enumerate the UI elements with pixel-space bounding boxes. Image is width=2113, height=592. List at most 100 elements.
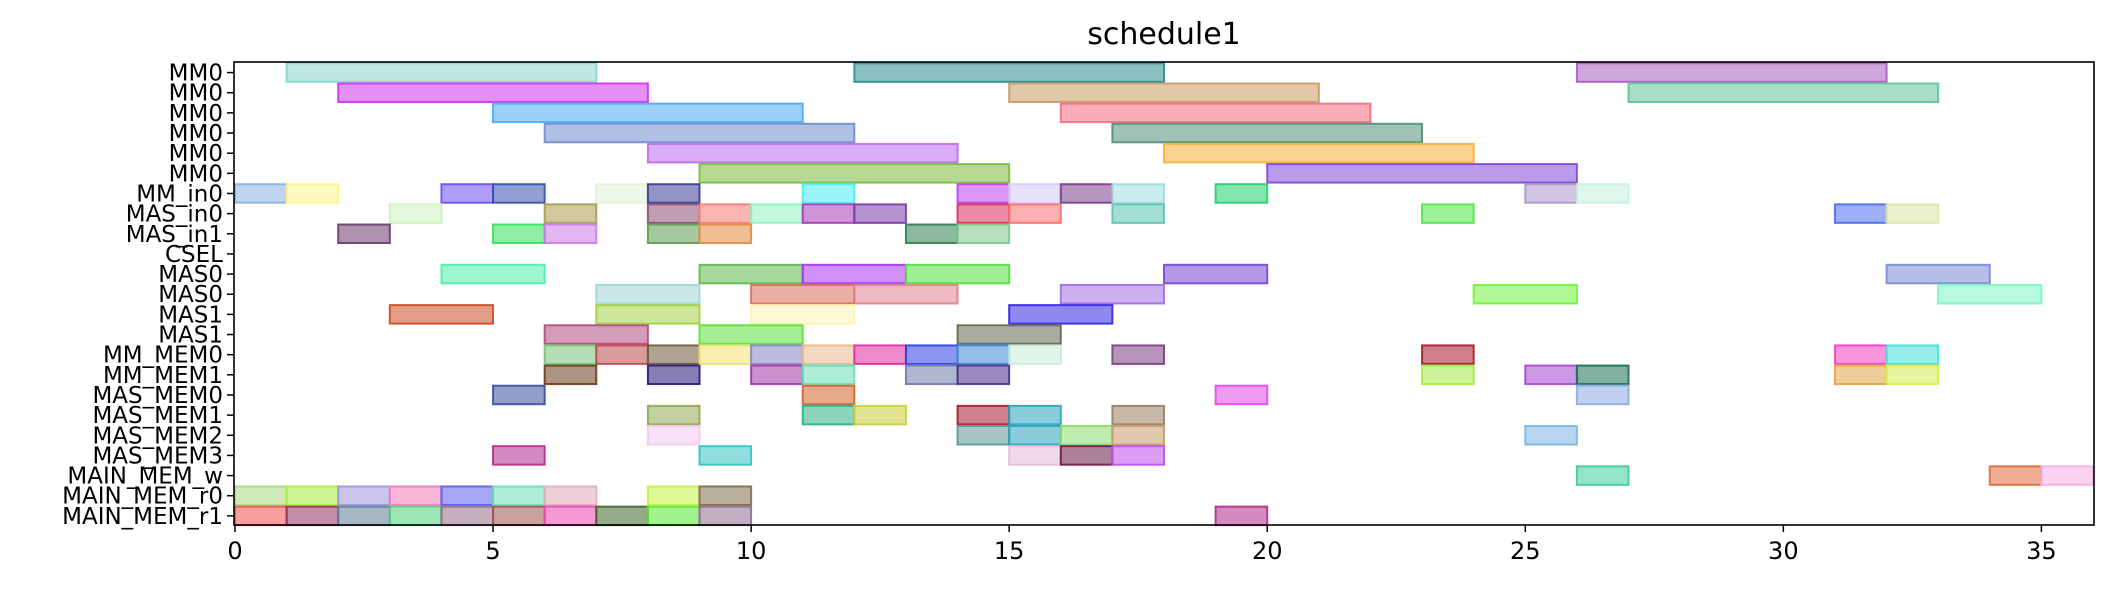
task-bar-mas0-48 — [440, 263, 546, 285]
task-bar-mm-mem0-78 — [1421, 344, 1475, 365]
task-bar-mm-in0-16 — [440, 183, 495, 204]
task-bar-main-mem-r1-134 — [698, 505, 753, 527]
task-bar-main-mem-r1-131 — [543, 505, 598, 527]
task-bar-mm-mem0-75 — [956, 344, 1011, 365]
task-bar-mas-in0-32 — [750, 203, 804, 224]
task-bar-mm-mem1-81 — [543, 364, 598, 386]
task-bar-mm-in0-15 — [285, 183, 340, 204]
task-bar-mas0-59 — [1937, 283, 2043, 305]
task-bar-mm0-10 — [646, 142, 959, 164]
task-bar-mm-in0-19 — [646, 183, 701, 204]
task-bar-mm0-11 — [1163, 142, 1475, 164]
task-bar-mas-in0-40 — [1885, 203, 1940, 224]
task-bar-mas-mem2-103 — [956, 425, 1011, 446]
task-bar-main-mem-r0-117 — [285, 485, 340, 506]
y-tick-label: MAS_MEM0 — [92, 383, 223, 409]
task-bar-mm-in0-21 — [956, 183, 1011, 204]
task-bar-mm0-4 — [1008, 82, 1320, 103]
task-bar-mas0-57 — [1059, 283, 1166, 305]
task-bar-mas1-61 — [595, 304, 701, 325]
task-bar-mm-in0-23 — [1059, 183, 1114, 204]
task-bar-main-mem-r1-127 — [337, 505, 391, 527]
task-bar-mm-mem1-88 — [1524, 364, 1578, 386]
task-bar-mm-mem0-69 — [646, 344, 701, 365]
task-bar-main-mem-r0-120 — [440, 485, 495, 506]
task-bar-mas-mem3-112 — [1111, 445, 1166, 466]
x-tick-label: 35 — [2026, 537, 2057, 565]
task-bar-mm0-9 — [1111, 122, 1424, 144]
y-tick-label: MAIN_MEM_r1 — [62, 504, 223, 530]
y-tick-label: MM0 — [169, 121, 223, 147]
task-bar-mas-mem2-104 — [1008, 425, 1062, 446]
task-bar-main-mem-w-113 — [1575, 465, 1630, 486]
task-bar-mas0-51 — [904, 263, 1011, 285]
task-bar-mm-mem0-71 — [750, 344, 804, 365]
y-axis: MM0MM0MM0MM0MM0MM0MM_in0MAS_in0MAS_in1CS… — [62, 61, 234, 530]
task-bar-mas-in0-38 — [1421, 203, 1475, 224]
task-bar-mm-mem0-74 — [904, 344, 959, 365]
task-bar-mm-mem1-84 — [801, 364, 856, 386]
task-bar-mm0-5 — [1627, 82, 1940, 103]
task-bar-mm0-0 — [285, 62, 598, 83]
y-tick-label: MAIN_MEM_r0 — [62, 484, 223, 510]
task-bar-mm-mem0-70 — [698, 344, 753, 365]
y-tick-label: MM0 — [169, 161, 223, 187]
task-bar-mm0-3 — [337, 82, 649, 103]
task-bar-mm-in0-14 — [234, 183, 288, 204]
task-bar-mas-in0-31 — [698, 203, 753, 224]
bars-layer — [234, 62, 2095, 527]
task-bar-main-mem-r0-116 — [234, 485, 288, 506]
task-bar-mas-mem3-111 — [1059, 445, 1114, 466]
task-bar-mm-mem0-73 — [853, 344, 907, 365]
task-bar-mas-in1-44 — [646, 223, 701, 245]
task-bar-mas1-62 — [750, 304, 856, 325]
y-tick-label: MAS0 — [158, 262, 223, 288]
y-tick-label: MM0 — [169, 61, 223, 87]
x-tick-label: 20 — [1252, 537, 1283, 565]
task-bar-mm-mem1-89 — [1575, 364, 1630, 386]
task-bar-mm-mem0-72 — [801, 344, 856, 365]
task-bar-mm-in0-17 — [492, 183, 546, 204]
chart-title: schedule1 — [1087, 17, 1241, 52]
task-bar-mas-in0-35 — [956, 203, 1011, 224]
task-bar-main-mem-r1-135 — [1214, 505, 1269, 527]
task-bar-mm0-8 — [543, 122, 856, 144]
task-bar-mas-in1-42 — [492, 223, 546, 245]
task-bar-mas-mem1-97 — [801, 404, 856, 426]
task-bar-main-mem-w-115 — [2040, 465, 2095, 486]
y-tick-label: MM_in0 — [136, 181, 223, 207]
task-bar-mm-in0-18 — [595, 183, 649, 204]
task-bar-mas1-63 — [1008, 304, 1114, 325]
task-bar-mas-mem2-105 — [1059, 425, 1114, 446]
task-bar-main-mem-r1-133 — [646, 505, 701, 527]
task-bar-mm-mem0-76 — [1008, 344, 1062, 365]
task-bar-mm-mem1-82 — [646, 364, 701, 386]
task-bar-mm-mem1-91 — [1885, 364, 1940, 386]
task-bar-mas-mem0-94 — [1214, 384, 1269, 406]
task-bar-main-mem-r1-128 — [388, 505, 443, 527]
y-tick-label: MM_MEM1 — [103, 363, 223, 389]
task-bar-mm0-2 — [1575, 62, 1888, 83]
task-bar-mas0-54 — [595, 283, 701, 305]
x-tick-label: 25 — [1510, 537, 1541, 565]
task-bar-mas0-56 — [853, 283, 959, 305]
task-bar-mas0-50 — [801, 263, 907, 285]
task-bar-mas-in0-39 — [1833, 203, 1888, 224]
task-bar-main-mem-r0-118 — [337, 485, 391, 506]
task-bar-main-mem-r0-119 — [388, 485, 443, 506]
task-bar-mm-mem0-67 — [543, 344, 598, 365]
task-bar-mm-in0-20 — [801, 183, 856, 204]
task-bar-mas-in0-28 — [388, 203, 443, 224]
task-bar-main-mem-r1-125 — [234, 505, 288, 527]
y-tick-label: MAS1 — [158, 323, 223, 349]
task-bar-mm-mem1-90 — [1833, 364, 1888, 386]
task-bar-mas-mem0-93 — [801, 384, 856, 406]
y-tick-label: MAS0 — [158, 282, 223, 308]
task-bar-mas-in0-30 — [646, 203, 701, 224]
task-bar-main-mem-r0-121 — [492, 485, 546, 506]
task-bar-mas0-55 — [750, 283, 856, 305]
task-bar-mm-mem0-68 — [595, 344, 649, 365]
task-bar-mm-in0-26 — [1524, 183, 1578, 204]
y-tick-label: CSEL — [165, 242, 223, 268]
task-bar-main-mem-w-114 — [1988, 465, 2043, 486]
